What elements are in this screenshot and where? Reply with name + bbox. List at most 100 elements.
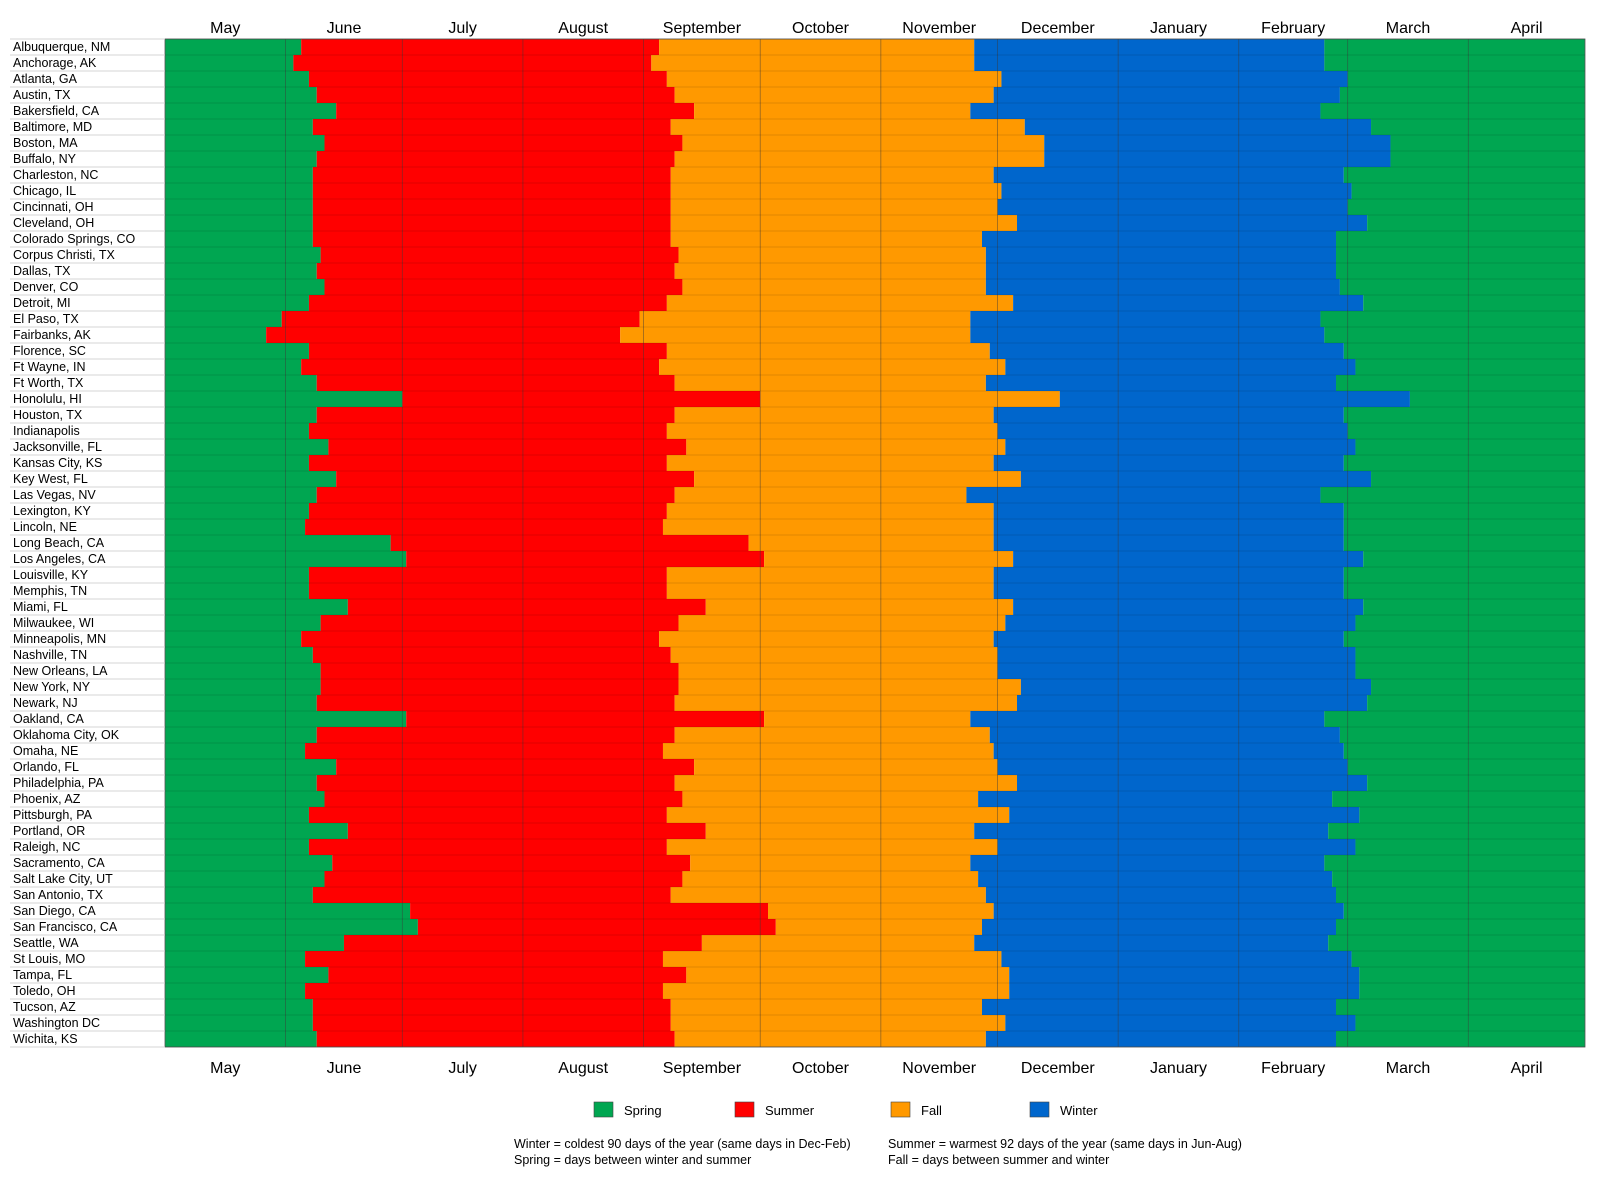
summer-bar-denver-co: [324, 279, 683, 295]
spring-bar-minneapolis-mn: [165, 631, 302, 647]
summer-bar-charleston-nc: [312, 167, 671, 183]
fall-bar-milwaukee-wi: [678, 615, 1006, 631]
fall-bar-buffalo-ny: [674, 151, 1045, 167]
legend-item-summer: Summer: [734, 1101, 815, 1118]
summer-bar-detroit-mi: [308, 295, 667, 311]
fall-bar-memphis-tn: [666, 583, 994, 599]
summer-bar-minneapolis-mn: [301, 631, 660, 647]
spring-bar-houston-tx: [165, 407, 317, 423]
winter-bar-toledo-oh: [1009, 983, 1360, 999]
summer-bar-washington-dc: [312, 1015, 671, 1031]
city-row-bakersfield-ca: [165, 103, 1585, 119]
city-label-salt-lake-city-ut: Salt Lake City, UT: [13, 872, 113, 886]
legend-swatch-spring: [593, 1101, 614, 1118]
spring-bar-sacramento-ca: [165, 855, 333, 871]
fall-bar-kansas-city-ks: [666, 455, 994, 471]
city-row-baltimore-md: [165, 119, 1585, 135]
city-label-st-louis-mo: St Louis, MO: [13, 952, 86, 966]
fall-bar-anchorage-ak: [651, 55, 975, 71]
spring-bar-austin-tx: [165, 87, 317, 103]
winter-bar-oklahoma-city-ok: [989, 727, 1340, 743]
spring-bar-cincinnati-oh: [1347, 199, 1585, 215]
spring-bar-dallas-tx: [165, 263, 317, 279]
spring-bar-seattle-wa: [165, 935, 344, 951]
summer-bar-milwaukee-wi: [320, 615, 679, 631]
spring-bar-tucson-az: [1336, 999, 1585, 1015]
month-gridlines: [164, 38, 1586, 1048]
city-label-pittsburgh-pa: Pittsburgh, PA: [13, 808, 93, 822]
note-winter: Winter = coldest 90 days of the year (sa…: [514, 1137, 851, 1151]
fall-bar-seattle-wa: [701, 935, 975, 951]
summer-bar-nashville-tn: [312, 647, 671, 663]
spring-bar-seattle-wa: [1328, 935, 1585, 951]
winter-bar-detroit-mi: [1013, 295, 1364, 311]
spring-bar-corpus-christi-tx: [165, 247, 321, 263]
city-row-cleveland-oh: [165, 215, 1585, 231]
city-label-lexington-ky: Lexington, KY: [13, 504, 91, 518]
spring-bar-wichita-ks: [1336, 1031, 1585, 1047]
summer-bar-salt-lake-city-ut: [324, 871, 683, 887]
summer-bar-memphis-tn: [308, 583, 667, 599]
city-label-corpus-christi-tx: Corpus Christi, TX: [13, 248, 116, 262]
city-row-memphis-tn: [165, 583, 1585, 599]
fall-bar-san-francisco-ca: [775, 919, 982, 935]
spring-bar-boston-ma: [165, 135, 325, 151]
spring-bar-new-orleans-la: [1355, 663, 1585, 679]
winter-bar-tucson-az: [981, 999, 1337, 1015]
winter-bar-portland-or: [974, 823, 1329, 839]
city-label-san-diego-ca: San Diego, CA: [13, 904, 96, 918]
spring-bar-las-vegas-nv: [165, 487, 317, 503]
city-row-pittsburgh-pa: [165, 807, 1585, 823]
summer-bar-dallas-tx: [316, 263, 675, 279]
city-label-houston-tx: Houston, TX: [13, 408, 83, 422]
city-label-kansas-city-ks: Kansas City, KS: [13, 456, 102, 470]
month-label-top-april: April: [1511, 20, 1543, 37]
fall-bar-ft-worth-tx: [674, 375, 986, 391]
spring-bar-los-angeles-ca: [1363, 551, 1585, 567]
city-row-louisville-ky: [165, 567, 1585, 583]
fall-bar-tucson-az: [670, 999, 982, 1015]
winter-bar-raleigh-nc: [997, 839, 1356, 855]
fall-bar-detroit-mi: [666, 295, 1014, 311]
city-label-washington-dc: Washington DC: [13, 1016, 100, 1030]
summer-bar-baltimore-md: [312, 119, 671, 135]
winter-bar-los-angeles-ca: [1013, 551, 1364, 567]
spring-bar-jacksonville-fl: [165, 439, 329, 455]
fall-bar-cleveland-oh: [670, 215, 1017, 231]
summer-bar-florence-sc: [308, 343, 667, 359]
city-label-phoenix-az: Phoenix, AZ: [13, 792, 81, 806]
spring-bar-kansas-city-ks: [165, 455, 309, 471]
spring-bar-memphis-tn: [1343, 583, 1585, 599]
fall-bar-raleigh-nc: [666, 839, 998, 855]
city-label-toledo-oh: Toledo, OH: [13, 984, 76, 998]
winter-bar-new-orleans-la: [997, 663, 1356, 679]
spring-bar-long-beach-ca: [165, 535, 391, 551]
city-row-las-vegas-nv: [165, 487, 1585, 503]
winter-bar-albuquerque-nm: [974, 39, 1325, 55]
spring-bar-cleveland-oh: [165, 215, 313, 231]
city-row-omaha-ne: [165, 743, 1585, 759]
fall-bar-colorado-springs-co: [670, 231, 982, 247]
city-label-tampa-fl: Tampa, FL: [13, 968, 72, 982]
note-fall: Fall = days between summer and winter: [888, 1153, 1110, 1167]
city-label-nashville-tn: Nashville, TN: [13, 648, 87, 662]
winter-bar-anchorage-ak: [974, 55, 1325, 71]
summer-bar-newark-nj: [316, 695, 675, 711]
city-label-long-beach-ca: Long Beach, CA: [13, 536, 105, 550]
city-row-sacramento-ca: [165, 855, 1585, 871]
spring-bar-new-york-ny: [1371, 679, 1585, 695]
winter-bar-el-paso-tx: [970, 311, 1321, 327]
fall-bar-louisville-ky: [666, 567, 994, 583]
winter-bar-san-francisco-ca: [981, 919, 1337, 935]
city-row-philadelphia-pa: [165, 775, 1585, 791]
spring-bar-orlando-fl: [165, 759, 337, 775]
spring-bar-san-antonio-tx: [1336, 887, 1585, 903]
spring-bar-raleigh-nc: [1355, 839, 1585, 855]
spring-bar-louisville-ky: [1343, 567, 1585, 583]
fall-bar-key-west-fl: [694, 471, 1021, 487]
summer-bar-colorado-springs-co: [312, 231, 671, 247]
spring-bar-washington-dc: [1355, 1015, 1585, 1031]
fall-bar-corpus-christi-tx: [678, 247, 986, 263]
spring-bar-newark-nj: [1367, 695, 1585, 711]
fall-bar-st-louis-mo: [662, 951, 1002, 967]
